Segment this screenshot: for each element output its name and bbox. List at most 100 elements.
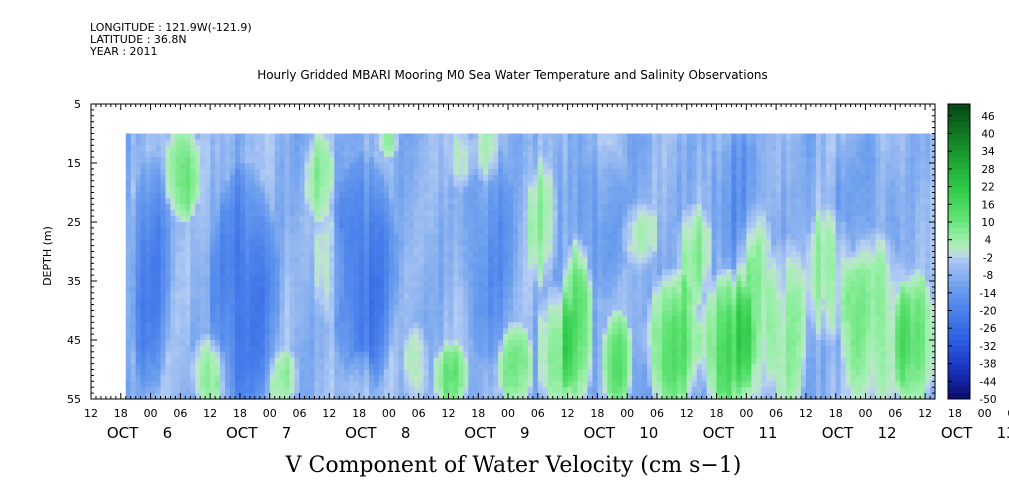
heatmap-cell [185,157,191,164]
heatmap-cell [527,233,534,241]
heatmap-cell [647,216,653,223]
heatmap-cell [478,198,484,205]
heatmap-cell [259,292,266,300]
metadata-block: LONGITUDE : 121.9W(-121.9) LATITUDE : 36… [90,22,252,58]
heatmap-cell [542,351,549,359]
heatmap-cell [592,316,598,323]
heatmap-cell [319,263,325,270]
heatmap-cell [652,233,658,241]
heatmap-cell [284,133,291,140]
heatmap-cell [339,133,345,140]
heatmap-cell [547,275,554,282]
heatmap-cell [150,351,157,359]
heatmap-cell [145,222,152,229]
heatmap-cell [453,269,459,276]
heatmap-cell [225,298,231,306]
heatmap-cell [428,239,435,247]
heatmap-cell [458,227,464,235]
heatmap-cell [607,310,613,317]
heatmap-cell [195,251,201,258]
heatmap-cell [547,257,554,264]
heatmap-cell [254,334,261,341]
heatmap-cell [354,151,360,158]
heatmap-cell [195,298,201,306]
heatmap-cell [239,133,246,140]
heatmap-cell [522,257,529,264]
heatmap-cell [443,174,450,182]
heatmap-cell [513,340,519,347]
heatmap-cell [557,345,564,353]
heatmap-cell [220,345,226,353]
heatmap-cell [393,227,400,235]
heatmap-cell [279,351,286,359]
heatmap-cell [398,351,405,359]
heatmap-cell [408,251,415,258]
heatmap-cell [517,387,524,394]
heatmap-cell [254,227,261,235]
heatmap-cell [130,322,137,329]
heatmap-cell [130,340,137,347]
heatmap-cell [279,192,286,199]
heatmap-cell [423,263,430,270]
heatmap-cell [493,357,499,365]
heatmap-cell [393,340,400,347]
heatmap-cell [225,210,231,217]
heatmap-cell [220,216,226,223]
heatmap-cell [532,233,539,241]
heatmap-cell [220,286,226,294]
heatmap-cell [647,222,653,229]
heatmap-cell [582,369,589,376]
heatmap-cell [637,304,643,312]
heatmap-cell [572,328,579,335]
heatmap-cell [294,145,301,152]
heatmap-cell [195,340,201,347]
heatmap-cell [254,233,261,241]
heatmap-cell [428,387,435,394]
heatmap-cell [145,369,152,376]
heatmap-cell [498,133,504,140]
heatmap-cell [557,263,564,270]
heatmap-cell [329,163,335,170]
heatmap-cell [413,340,420,347]
heatmap-cell [329,334,335,341]
heatmap-cell [537,198,544,205]
heatmap-cell [249,139,256,146]
heatmap-cell [185,369,191,376]
heatmap-cell [359,186,365,194]
heatmap-cell [294,292,301,300]
heatmap-cell [642,151,648,158]
heatmap-cell [274,192,281,199]
heatmap-cell [513,251,519,258]
heatmap-cell [349,216,355,223]
heatmap-cell [498,316,504,323]
heatmap-cell [547,168,554,176]
heatmap-cell [180,334,186,341]
heatmap-cell [493,369,499,376]
heatmap-cell [488,369,494,376]
heatmap-cell [617,174,623,182]
heatmap-cell [304,168,311,176]
heatmap-cell [299,375,306,382]
heatmap-cell [527,151,534,158]
heatmap-cell [364,222,370,229]
heatmap-cell [249,163,256,170]
heatmap-cell [587,281,594,288]
heatmap-cell [652,145,658,152]
heatmap-cell [135,198,142,205]
heatmap-cell [354,275,360,282]
heatmap-cell [215,269,221,276]
heatmap-cell [547,363,554,371]
heatmap-cell [577,245,584,253]
heatmap-cell [418,222,425,229]
heatmap-cell [671,245,678,253]
heatmap-cell [304,222,311,229]
heatmap-cell [458,222,464,229]
heatmap-cell [369,340,375,347]
heatmap-cell [383,180,390,188]
heatmap-cell [175,139,181,146]
heatmap-cell [632,304,638,312]
heatmap-cell [418,381,425,388]
heatmap-cell [383,186,390,194]
heatmap-cell [602,375,608,382]
heatmap-cell [135,163,142,170]
